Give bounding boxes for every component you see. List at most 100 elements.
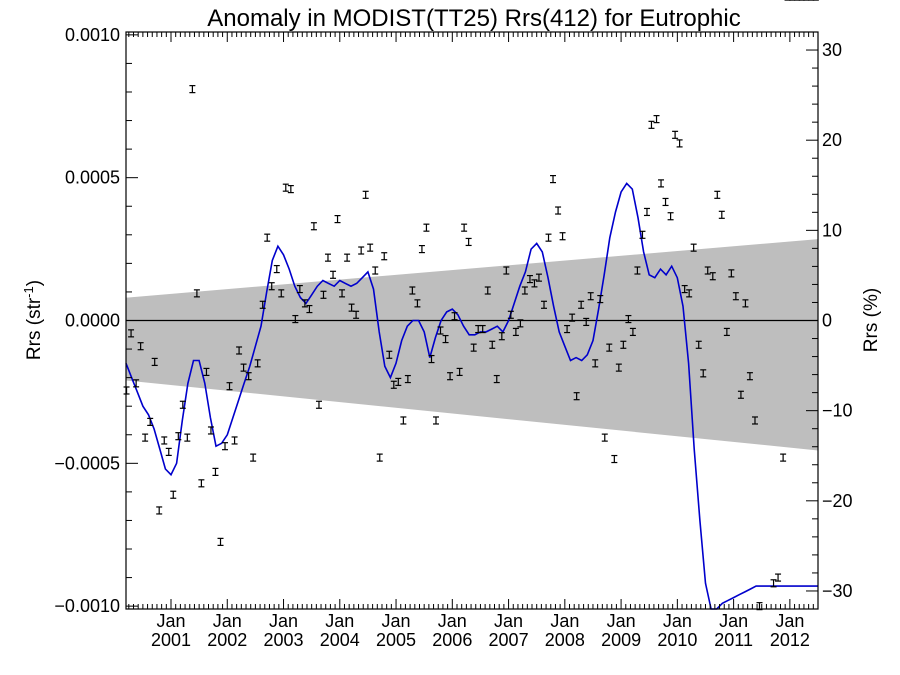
- data-point: [770, 579, 777, 588]
- data-point: [611, 454, 618, 464]
- data-point: [264, 233, 271, 242]
- data-point: [315, 400, 322, 409]
- data-point: [437, 326, 444, 335]
- data-point: [535, 273, 542, 282]
- data-point: [751, 416, 758, 425]
- data-point: [704, 266, 711, 275]
- data-point: [615, 363, 622, 372]
- data-point: [587, 292, 594, 301]
- x-tick-year: 2008: [545, 630, 585, 650]
- data-point: [746, 372, 753, 381]
- data-point: [456, 367, 463, 377]
- x-tick-year: 2007: [489, 630, 529, 650]
- data-point: [569, 313, 576, 322]
- x-tick-month: Jan: [382, 611, 411, 631]
- data-point: [503, 266, 510, 275]
- uncertainty-band: [126, 239, 818, 451]
- data-point: [512, 327, 519, 337]
- data-point: [564, 324, 571, 334]
- data-point: [395, 377, 402, 387]
- data-point: [306, 304, 313, 314]
- y-right-tick-label: 30: [822, 40, 842, 60]
- x-tick-month: Jan: [438, 611, 467, 631]
- data-point: [479, 324, 486, 334]
- data-point: [339, 289, 346, 298]
- data-point: [372, 266, 379, 275]
- data-point: [236, 346, 243, 355]
- data-point: [330, 270, 337, 279]
- data-point: [658, 179, 665, 188]
- data-point: [170, 490, 177, 499]
- y-right-tick-label: 20: [822, 130, 842, 150]
- data-point: [301, 299, 308, 308]
- data-point: [648, 120, 655, 129]
- data-point: [324, 253, 331, 262]
- data-point: [625, 314, 632, 324]
- data-point: [268, 282, 275, 291]
- data-point: [447, 372, 454, 381]
- y-right-tick-label: −30: [822, 581, 853, 601]
- data-point: [559, 232, 566, 241]
- x-tick-month: Jan: [719, 611, 748, 631]
- data-point: [292, 314, 299, 324]
- data-point: [207, 426, 214, 435]
- data-point: [583, 317, 590, 327]
- x-tick-year: 2011: [714, 630, 753, 650]
- data-point: [620, 340, 627, 349]
- data-point: [250, 453, 257, 462]
- data-point: [686, 289, 693, 298]
- x-tick-year: 2005: [376, 630, 416, 650]
- data-point: [526, 274, 533, 284]
- chart-title: Anomaly in MODIST(TT25) Rrs(412) for Eut…: [207, 5, 740, 32]
- data-point: [507, 310, 514, 319]
- data-point: [259, 300, 266, 309]
- data-point: [676, 139, 683, 148]
- x-tick-year: 2012: [770, 630, 810, 650]
- x-tick-year: 2002: [207, 630, 247, 650]
- data-point: [175, 432, 182, 441]
- data-point: [386, 350, 393, 359]
- data-point: [184, 433, 191, 442]
- data-point: [334, 214, 341, 224]
- data-point: [151, 357, 158, 367]
- data-point: [161, 436, 168, 445]
- x-tick-year: 2003: [264, 630, 304, 650]
- data-point: [254, 359, 261, 368]
- y-left-tick-label: −0.0010: [54, 596, 120, 616]
- data-point: [498, 332, 505, 341]
- data-point: [700, 369, 707, 378]
- y-right-tick-label: −10: [822, 401, 853, 421]
- data-point: [142, 433, 149, 442]
- data-point: [432, 416, 439, 425]
- y-left-tick-label: 0.0005: [65, 168, 120, 188]
- data-point: [780, 453, 787, 462]
- data-point: [390, 380, 397, 389]
- data-point: [193, 289, 200, 298]
- data-point: [606, 343, 613, 352]
- data-point: [732, 292, 739, 301]
- data-point: [414, 299, 421, 308]
- y-left-tick-label: 0.0010: [65, 25, 120, 45]
- data-point: [273, 264, 280, 274]
- data-point: [489, 340, 496, 349]
- data-point: [578, 300, 585, 309]
- data-point: [404, 374, 411, 384]
- data-point: [198, 479, 205, 488]
- data-point: [545, 233, 552, 242]
- series-line-0: [125, 182, 818, 610]
- data-point: [521, 286, 528, 295]
- data-point: [451, 312, 458, 321]
- data-point: [639, 230, 646, 239]
- data-point: [133, 379, 140, 388]
- x-tick-month: Jan: [156, 611, 185, 631]
- data-point: [737, 390, 744, 399]
- data-point: [203, 367, 210, 377]
- x-tick-year: 2009: [601, 630, 641, 650]
- data-point: [189, 85, 196, 94]
- data-point: [775, 573, 782, 582]
- data-point: [212, 467, 219, 476]
- y-axis-label-left: Rrs (str-1): [21, 280, 45, 360]
- data-point: [531, 279, 538, 288]
- data-point: [179, 400, 186, 409]
- data-point: [381, 252, 388, 261]
